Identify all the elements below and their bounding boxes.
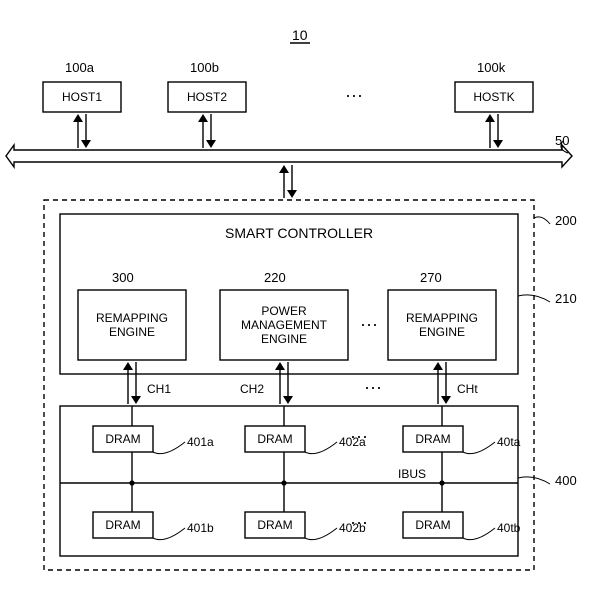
svg-text:DRAM: DRAM xyxy=(105,432,140,446)
svg-text:DRAM: DRAM xyxy=(415,518,450,532)
svg-text:CH1: CH1 xyxy=(147,382,171,396)
bus-50 xyxy=(6,145,572,167)
svg-text:210: 210 xyxy=(555,291,577,306)
svg-text:MANAGEMENT: MANAGEMENT xyxy=(241,318,328,332)
svg-text:DRAM: DRAM xyxy=(257,518,292,532)
svg-text:···: ··· xyxy=(345,85,363,105)
svg-text:401b: 401b xyxy=(187,521,214,535)
svg-text:···: ··· xyxy=(364,377,382,397)
svg-text:100k: 100k xyxy=(477,60,506,75)
svg-text:300: 300 xyxy=(112,270,134,285)
svg-text:CHt: CHt xyxy=(457,382,478,396)
svg-text:100a: 100a xyxy=(65,60,95,75)
svg-text:REMAPPING: REMAPPING xyxy=(96,311,168,325)
svg-text:40tb: 40tb xyxy=(497,521,521,535)
svg-text:220: 220 xyxy=(264,270,286,285)
svg-text:REMAPPING: REMAPPING xyxy=(406,311,478,325)
svg-text:100b: 100b xyxy=(190,60,219,75)
svg-text:POWER: POWER xyxy=(261,304,307,318)
svg-text:HOST2: HOST2 xyxy=(187,90,227,104)
svg-text:SMART CONTROLLER: SMART CONTROLLER xyxy=(225,225,373,241)
svg-text:DRAM: DRAM xyxy=(415,432,450,446)
svg-text:ENGINE: ENGINE xyxy=(261,332,307,346)
svg-text:DRAM: DRAM xyxy=(257,432,292,446)
svg-text:CH2: CH2 xyxy=(240,382,264,396)
svg-text:400: 400 xyxy=(555,473,577,488)
svg-text:···: ··· xyxy=(350,512,368,532)
svg-text:ENGINE: ENGINE xyxy=(419,325,465,339)
svg-text:···: ··· xyxy=(360,314,378,334)
svg-text:10: 10 xyxy=(292,27,308,43)
diagram-canvas: 10 100a 100b 100k HOST1 HOST2 HOSTK ··· 50 200 SMA… xyxy=(0,0,601,601)
memory-400-box xyxy=(60,406,518,556)
svg-text:200: 200 xyxy=(555,213,577,228)
svg-text:DRAM: DRAM xyxy=(105,518,140,532)
svg-text:270: 270 xyxy=(420,270,442,285)
svg-text:ENGINE: ENGINE xyxy=(109,325,155,339)
svg-text:···: ··· xyxy=(350,426,368,446)
svg-text:50: 50 xyxy=(555,133,569,148)
svg-text:IBUS: IBUS xyxy=(398,467,426,481)
svg-text:HOSTK: HOSTK xyxy=(473,90,514,104)
svg-text:HOST1: HOST1 xyxy=(62,90,102,104)
svg-text:40ta: 40ta xyxy=(497,435,521,449)
svg-text:401a: 401a xyxy=(187,435,214,449)
